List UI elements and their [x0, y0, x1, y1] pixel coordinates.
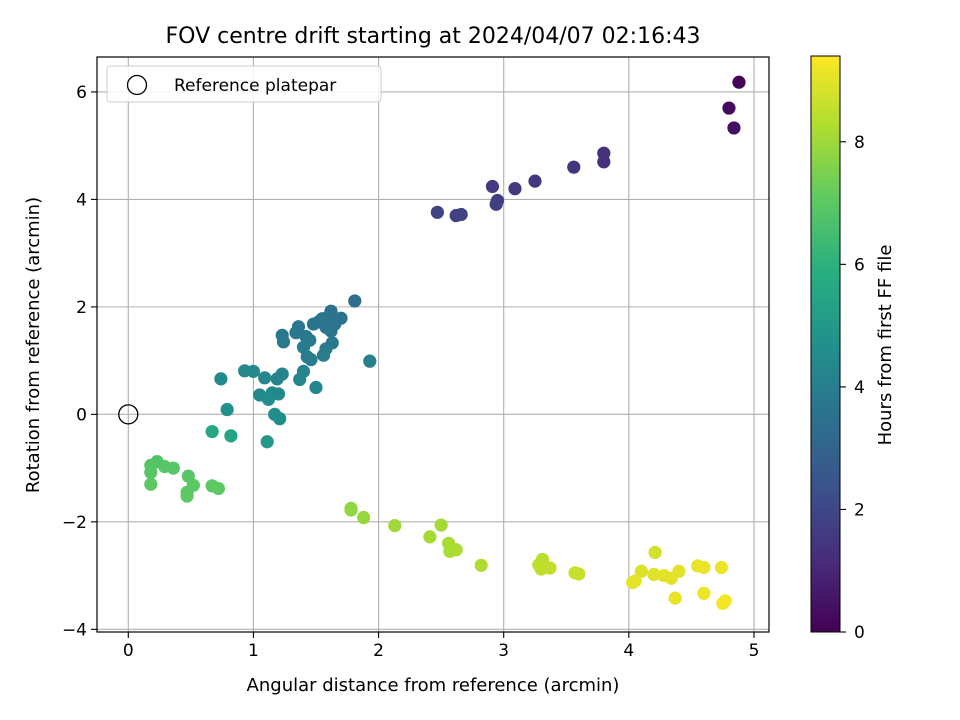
scatter-point — [434, 518, 448, 532]
scatter-point — [722, 101, 736, 115]
scatter-point — [271, 387, 286, 401]
scatter-point — [363, 354, 377, 368]
x-axis-label: Angular distance from reference (arcmin) — [247, 675, 620, 696]
scatter-point — [697, 586, 711, 600]
scatter-point — [668, 591, 682, 605]
scatter-point — [220, 402, 234, 417]
scatter-point — [634, 564, 648, 578]
reference-platepar-marker — [118, 404, 139, 425]
x-tick-label: 4 — [623, 641, 634, 661]
y-tick-label: 0 — [76, 405, 87, 425]
scatter-points — [144, 75, 746, 611]
scatter-point — [324, 324, 338, 338]
colorbar-tick-label: 4 — [854, 378, 865, 398]
scatter-point — [344, 503, 358, 517]
scatter-point — [423, 530, 437, 544]
legend-entry-reference-platepar: Reference platepar — [174, 76, 336, 96]
scatter-point — [293, 372, 307, 387]
scatter-point — [144, 465, 158, 479]
y-tick-label: 6 — [76, 83, 87, 103]
scatter-point — [474, 558, 488, 572]
legend: Reference platepar — [106, 65, 382, 103]
scatter-point — [309, 380, 323, 395]
scatter-point — [205, 424, 219, 439]
x-tick-label: 3 — [498, 641, 509, 661]
scatter-point — [304, 352, 318, 367]
scatter-point — [214, 372, 228, 386]
scatter-point — [727, 121, 741, 135]
scatter-point — [489, 197, 503, 211]
scatter-point — [180, 489, 194, 503]
scatter-point — [697, 560, 711, 575]
scatter-point — [648, 545, 662, 560]
scatter-point — [625, 575, 640, 590]
scatter-point — [348, 294, 362, 308]
colorbar-ticks: 0 2 4 6 8 — [840, 133, 865, 643]
scatter-point — [714, 560, 729, 575]
scatter-point — [485, 179, 500, 194]
grid — [97, 57, 769, 632]
scatter-point — [647, 567, 661, 582]
scatter-point — [261, 392, 276, 406]
colorbar — [810, 55, 841, 633]
colorbar-label: Hours from first FF file — [875, 245, 896, 446]
colorbar-tick-label: 8 — [854, 133, 865, 153]
x-axis-ticks: 0 1 2 3 4 5 — [123, 632, 760, 661]
scatter-point — [289, 326, 303, 340]
colorbar-tick-label: 6 — [854, 255, 865, 275]
scatter-point — [211, 481, 225, 496]
scatter-point — [356, 510, 371, 525]
x-tick-label: 0 — [123, 641, 134, 661]
scatter-point — [508, 182, 522, 196]
x-tick-label: 1 — [248, 641, 259, 661]
chart-title: FOV centre drift starting at 2024/04/07 … — [166, 24, 701, 49]
scatter-point — [572, 567, 586, 581]
scatter-point — [443, 544, 457, 558]
scatter-point — [316, 348, 331, 362]
scatter-point — [732, 75, 746, 89]
x-tick-label: 2 — [373, 641, 384, 661]
y-tick-label: −2 — [62, 513, 87, 533]
scatter-point — [388, 518, 402, 533]
scatter-point — [258, 371, 272, 385]
scatter-point — [672, 564, 686, 578]
x-tick-label: 5 — [749, 641, 760, 661]
scatter-point — [270, 372, 284, 386]
colorbar-tick-label: 2 — [854, 500, 865, 520]
scatter-point — [306, 317, 321, 331]
legend-box — [106, 65, 382, 103]
y-tick-label: −4 — [62, 620, 87, 640]
y-axis-label: Rotation from reference (arcmin) — [23, 197, 44, 493]
plot-frame — [96, 56, 770, 633]
y-tick-label: 4 — [76, 190, 87, 210]
y-tick-label: 2 — [76, 298, 87, 318]
scatter-point — [449, 208, 463, 223]
scatter-point — [430, 205, 444, 219]
scatter-point — [273, 412, 287, 426]
scatter-point — [597, 155, 611, 169]
scatter-point — [144, 477, 158, 491]
legend-marker-icon — [126, 74, 148, 96]
scatter-point — [260, 435, 274, 449]
scatter-point — [528, 174, 542, 188]
colorbar-tick-label: 0 — [854, 623, 865, 643]
scatter-point — [224, 429, 238, 443]
scatter-point — [716, 596, 730, 611]
scatter-point — [238, 364, 252, 378]
y-axis-ticks: −4 −2 0 2 4 6 — [62, 83, 97, 640]
scatter-point — [166, 461, 180, 475]
scatter-point — [567, 160, 581, 174]
scatter-point — [276, 335, 291, 349]
scatter-point — [534, 562, 548, 576]
